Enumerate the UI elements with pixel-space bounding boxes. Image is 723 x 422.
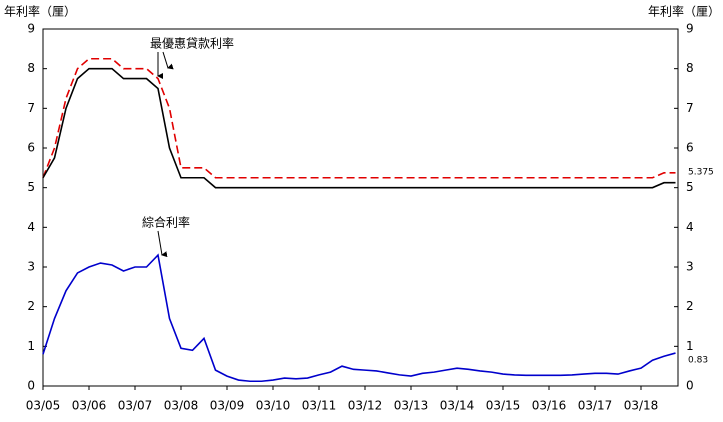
series-annotation: 最優惠貸款利率 <box>150 36 234 51</box>
x-tick-label: 03/10 <box>256 399 291 413</box>
end-label: 0.83 <box>688 356 708 366</box>
y-tick-label: 2 <box>27 299 35 313</box>
y2-tick-label: 6 <box>686 141 694 155</box>
y2-tick-label: 9 <box>686 22 694 36</box>
y-tick-label: 5 <box>27 180 35 194</box>
plot-frame <box>42 28 679 387</box>
y2-tick-label: 4 <box>686 220 694 234</box>
x-tick-label: 03/18 <box>624 399 659 413</box>
x-tick-label: 03/14 <box>440 399 475 413</box>
y-tick-label: 6 <box>27 141 35 155</box>
y-tick-label: 4 <box>27 220 35 234</box>
x-tick-label: 03/12 <box>348 399 383 413</box>
x-tick-label: 03/16 <box>532 399 567 413</box>
y2-tick-label: 7 <box>686 101 694 115</box>
y2-tick-label: 8 <box>686 61 694 75</box>
y-tick-label: 8 <box>27 61 35 75</box>
y-axis-label: 年利率（厘） <box>4 4 76 19</box>
y2-axis-label: 年利率（厘） <box>648 4 720 19</box>
end-label: 5.375 <box>688 168 714 178</box>
x-tick-label: 03/05 <box>26 399 61 413</box>
x-tick-label: 03/11 <box>302 399 337 413</box>
x-tick-label: 03/09 <box>210 399 245 413</box>
series-line <box>42 57 676 179</box>
x-tick-label: 03/13 <box>394 399 429 413</box>
series-line <box>42 67 676 189</box>
series-line <box>42 253 676 383</box>
x-tick-label: 03/08 <box>164 399 199 413</box>
y2-tick-label: 2 <box>686 299 694 313</box>
x-tick-label: 03/15 <box>486 399 521 413</box>
y-tick-label: 9 <box>27 22 35 36</box>
y2-tick-label: 0 <box>686 379 694 393</box>
y2-tick-label: 5 <box>686 180 694 194</box>
y2-tick-label: 3 <box>686 260 694 274</box>
y-tick-label: 3 <box>27 260 35 274</box>
series-annotation: 綜合利率 <box>142 215 190 230</box>
y-tick-label: 0 <box>27 379 35 393</box>
arrow <box>157 230 168 258</box>
x-tick-label: 03/06 <box>72 399 107 413</box>
y2-tick-label: 1 <box>686 339 694 353</box>
arrow <box>162 51 174 70</box>
x-tick-label: 03/07 <box>118 399 153 413</box>
x-tick-label: 03/17 <box>578 399 613 413</box>
y-tick-label: 7 <box>27 101 35 115</box>
y-tick-label: 1 <box>27 339 35 353</box>
